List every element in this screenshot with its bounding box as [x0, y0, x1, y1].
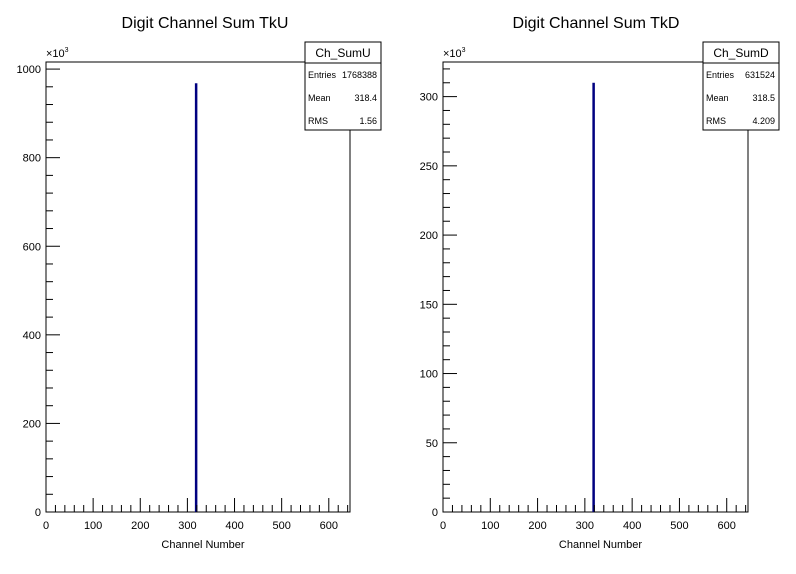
- y-axis-multiplier-base: ×10: [46, 48, 65, 60]
- y-tick-label: 800: [23, 153, 41, 165]
- y-tick-label: 0: [35, 507, 41, 519]
- y-tick-label: 1000: [17, 64, 41, 76]
- stats-row-label: RMS: [706, 116, 726, 126]
- y-tick-label: 100: [420, 369, 438, 381]
- stats-row-value: 1.56: [359, 116, 377, 126]
- x-tick-label: 0: [440, 520, 446, 532]
- stats-box: Ch_SumD Entries 631524 Mean 318.5 RMS 4.209: [702, 41, 780, 131]
- y-tick-label: 400: [23, 330, 41, 342]
- stats-row-label: Entries: [706, 70, 735, 80]
- stats-row-label: RMS: [308, 116, 328, 126]
- stats-box-frame: [702, 41, 780, 131]
- x-tick-label: 500: [670, 520, 688, 532]
- y-tick-label: 0: [432, 507, 438, 519]
- stats-row-value: 631524: [745, 70, 775, 80]
- stats-box-frame: [304, 41, 382, 131]
- stats-box: Ch_SumU Entries 1768388 Mean 318.4 RMS 1.56: [304, 41, 382, 131]
- stats-row-label: Mean: [308, 93, 331, 103]
- y-tick-label: 50: [426, 438, 438, 450]
- plot-frame: [45, 61, 351, 513]
- y-axis-multiplier-base: ×10: [443, 48, 462, 60]
- stats-row-value: 4.209: [752, 116, 775, 126]
- x-axis-title: Channel Number: [559, 539, 642, 551]
- y-tick-label: 200: [23, 418, 41, 430]
- x-tick-label: 400: [623, 520, 641, 532]
- y-axis-multiplier: ×103: [443, 47, 466, 60]
- y-tick-label: 200: [420, 230, 438, 242]
- y-axis-multiplier-exponent: 3: [462, 47, 466, 54]
- y-tick-label: 150: [420, 299, 438, 311]
- stats-row-value: 1768388: [342, 70, 377, 80]
- x-tick-label: 600: [718, 520, 736, 532]
- stats-box-name: Ch_SumD: [713, 46, 769, 60]
- x-tick-label: 300: [178, 520, 196, 532]
- stats-row-label: Entries: [308, 70, 337, 80]
- chart-panel-1: Digit Channel Sum TkU 0 100 200 300 400 500 600…: [17, 15, 382, 551]
- chart-title: Digit Channel Sum TkD: [513, 15, 680, 32]
- stats-row-value: 318.5: [752, 93, 775, 103]
- y-axis-multiplier: ×103: [46, 47, 69, 60]
- x-tick-label: 100: [84, 520, 102, 532]
- x-tick-label: 200: [528, 520, 546, 532]
- x-tick-label: 600: [320, 520, 338, 532]
- x-tick-label: 0: [43, 520, 49, 532]
- x-tick-label: 400: [225, 520, 243, 532]
- plot-frame: [442, 61, 749, 513]
- x-axis-title: Channel Number: [161, 539, 244, 551]
- x-tick-label: 200: [131, 520, 149, 532]
- stats-row-label: Mean: [706, 93, 729, 103]
- histogram-bar: [194, 83, 198, 513]
- chart-title: Digit Channel Sum TkU: [122, 15, 289, 32]
- y-tick-label: 250: [420, 161, 438, 173]
- y-tick-label: 600: [23, 241, 41, 253]
- x-tick-label: 500: [272, 520, 290, 532]
- x-tick-label: 300: [576, 520, 594, 532]
- y-tick-label: 300: [420, 92, 438, 104]
- y-axis-multiplier-exponent: 3: [65, 47, 69, 54]
- stats-box-name: Ch_SumU: [315, 46, 370, 60]
- stats-row-value: 318.4: [354, 93, 377, 103]
- x-tick-label: 100: [481, 520, 499, 532]
- histogram-bar: [592, 82, 595, 513]
